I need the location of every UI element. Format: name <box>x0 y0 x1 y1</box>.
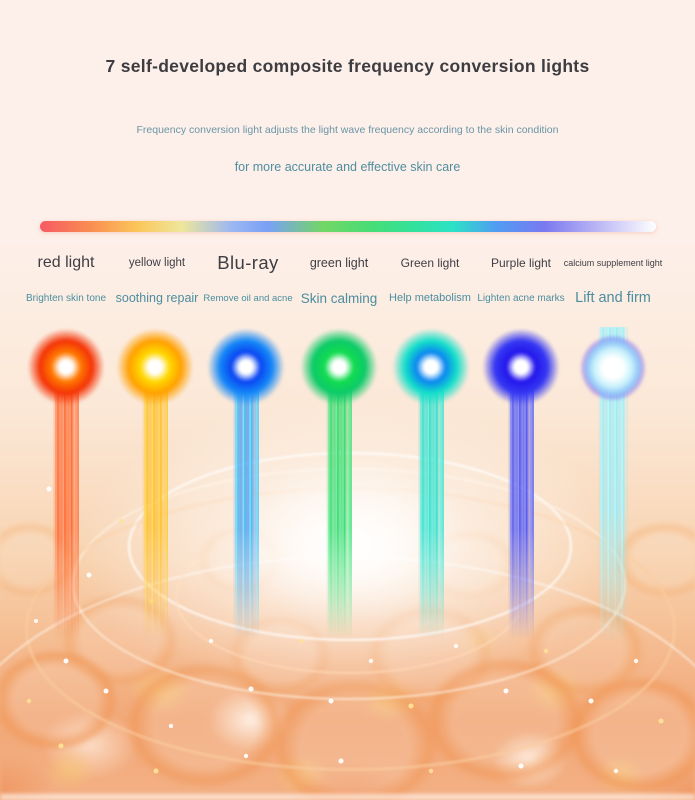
spectrum-gradient-bar <box>40 221 656 232</box>
light-benefit: soothing repair <box>115 291 199 305</box>
sparkle-dots <box>0 0 2 2</box>
light-column-yellow: yellow light soothing repair <box>87 250 227 308</box>
light-stem <box>326 377 352 639</box>
light-stem <box>418 377 444 639</box>
light-beam-calcium <box>568 325 658 655</box>
light-name: green light <box>309 256 369 270</box>
light-benefit: Lighten acne marks <box>477 292 565 304</box>
light-stem <box>53 377 79 639</box>
light-benefit: Lift and firm <box>575 290 651 306</box>
light-name: calcium supplement light <box>563 258 663 268</box>
subtitle-line-1: Frequency conversion light adjusts the l… <box>136 124 559 136</box>
light-benefit: Help metabolism <box>389 292 471 304</box>
light-orb <box>24 325 108 409</box>
light-column-purple: Purple light Lighten acne marks <box>451 250 591 308</box>
light-name: red light <box>37 254 95 271</box>
light-stem <box>508 377 534 639</box>
light-name: yellow light <box>128 257 186 269</box>
subtitle-line-2: for more accurate and effective skin car… <box>234 160 461 174</box>
light-beam-yellow <box>110 325 200 655</box>
light-column-blue: Blu-ray Remove oil and acne <box>178 250 318 308</box>
light-name: Green light <box>400 256 460 270</box>
light-orb <box>297 325 381 409</box>
light-name: Blu-ray <box>217 252 279 273</box>
light-benefit: Skin calming <box>300 290 378 306</box>
bottom-light-strip <box>0 794 695 800</box>
light-name: Purple light <box>490 256 552 270</box>
light-column-calcium: calcium supplement light Lift and firm <box>543 250 683 308</box>
light-column-green: green light Skin calming <box>269 250 409 308</box>
light-orb <box>479 325 563 409</box>
light-benefit: Brighten skin tone <box>25 292 107 304</box>
light-orb <box>580 335 646 401</box>
page-title: 7 self-developed composite frequency con… <box>105 56 590 76</box>
light-beam-green <box>294 325 384 655</box>
light-beam-purple <box>476 325 566 655</box>
light-orb <box>204 325 288 409</box>
light-orb <box>113 325 197 409</box>
light-stem <box>233 377 259 639</box>
light-column-cyan: Green light Help metabolism <box>360 250 500 308</box>
light-stem <box>142 377 168 639</box>
light-beam-red <box>21 325 111 655</box>
light-benefit: Remove oil and acne <box>203 292 293 304</box>
light-column-red: red light Brighten skin tone <box>0 250 136 308</box>
light-beam-cyan <box>386 325 476 655</box>
light-beam-blue <box>201 325 291 655</box>
light-orb <box>389 325 473 409</box>
